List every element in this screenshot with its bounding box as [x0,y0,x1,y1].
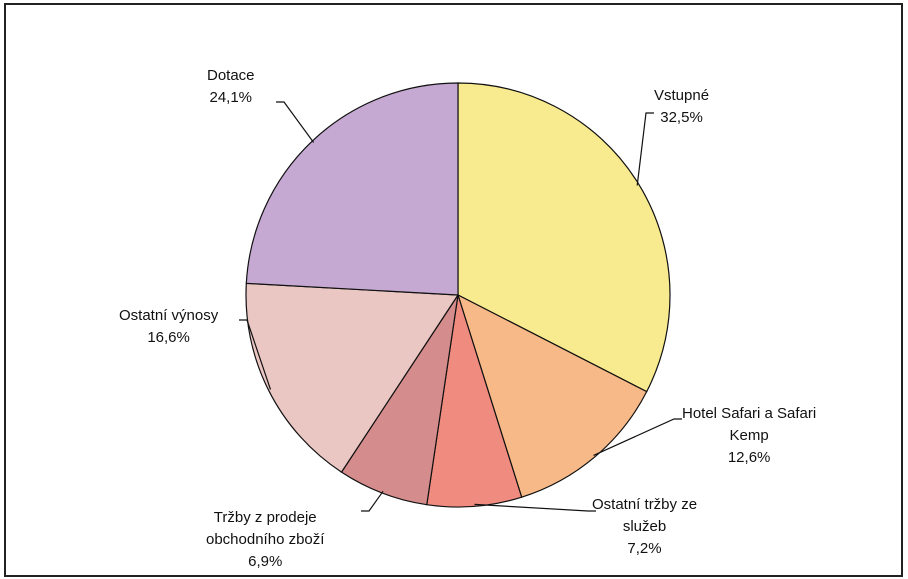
pie-slice-6 [245,82,459,296]
leader-line-2 [593,418,682,456]
label-line: Hotel Safari a Safari [682,405,817,422]
leader-line-4 [361,490,384,512]
chart-frame: Vstupné 32,5% Hotel Safari a Safari Kemp… [4,3,903,577]
slice-label-ostatni-trzby: Ostatní tržby ze služeb 7,2% [592,494,697,560]
label-line: Ostatní výnosy [119,307,219,324]
label-value: 12,6% [727,449,771,466]
label-line: obchodního zboží [206,531,325,548]
label-value: 16,6% [147,329,190,346]
label-line: Ostatní tržby ze [592,496,698,513]
label-value: 6,9% [248,553,283,570]
pie-slice-2 [456,293,648,498]
leader-lines [239,101,682,512]
label-line: Vstupné [654,87,710,104]
leader-line-3 [474,503,596,512]
label-value: 24,1% [209,89,253,106]
slice-label-dotace: Dotace 24,1% [207,65,255,109]
pie-chart [239,82,682,512]
pie-slice-5 [245,282,460,473]
label-line: Kemp [729,427,769,444]
slice-label-ostatni-vynosy: Ostatní výnosy 16,6% [119,305,218,349]
label-value: 7,2% [627,540,662,557]
leader-line-6 [276,101,315,143]
pie-slices [245,82,671,508]
pie-slice-1 [457,82,671,393]
label-line: služeb [622,518,667,535]
label-line: Dotace [207,67,255,84]
leader-line-1 [636,112,654,186]
leader-line-5 [239,319,272,390]
label-value: 32,5% [660,109,703,126]
slice-label-vstupne: Vstupné 32,5% [654,85,709,129]
label-line: Tržby z prodeje [213,509,317,526]
slice-label-trzby-z-prodeje: Tržby z prodeje obchodního zboží 6,9% [206,507,324,573]
slice-label-hotel-safari: Hotel Safari a Safari Kemp 12,6% [682,403,816,469]
